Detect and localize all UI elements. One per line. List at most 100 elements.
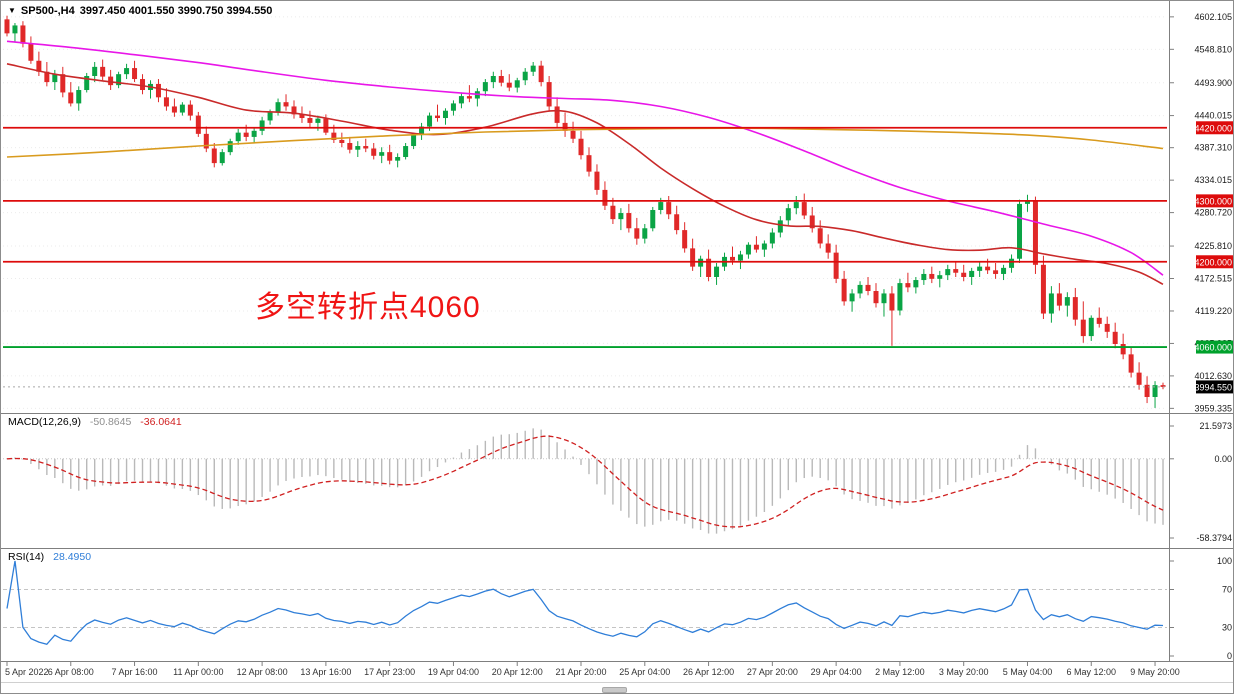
price-tag: 4300.000 — [1194, 194, 1233, 208]
candle-down — [1072, 287, 1078, 326]
candle-up — [618, 208, 624, 231]
candle-up — [12, 23, 18, 43]
rsi-axis-label: 30 — [1222, 623, 1232, 633]
time-axis-label: 17 Apr 23:00 — [364, 667, 415, 677]
candle-down — [889, 286, 895, 346]
rsi-indicator-label: RSI(14) 28.4950 — [8, 551, 97, 563]
time-axis-label: 3 May 20:00 — [939, 667, 989, 677]
candle-down — [1144, 376, 1150, 404]
candle-down — [929, 266, 935, 284]
time-axis-label: 29 Apr 04:00 — [811, 667, 862, 677]
candle-up — [881, 289, 887, 317]
price-axis-label: 4012.630 — [1194, 371, 1232, 381]
candle-up — [1152, 381, 1158, 408]
candle-up — [219, 149, 225, 166]
rsi-line — [6, 560, 1164, 646]
candle-down — [132, 60, 138, 83]
ohlc-readout: 3997.450 4001.550 3990.750 3994.550 — [79, 5, 273, 17]
candle-down — [1160, 382, 1166, 390]
candle-down — [570, 121, 576, 143]
candle-up — [1001, 264, 1007, 281]
candle-down — [801, 193, 807, 220]
candle-up — [945, 264, 951, 281]
price-axis-label: 4172.515 — [1194, 274, 1232, 284]
candle-up — [490, 71, 496, 89]
candle-down — [435, 104, 441, 122]
candle-down — [60, 66, 66, 98]
candle-up — [179, 102, 185, 116]
candle-up — [1064, 292, 1070, 317]
time-axis-label: 19 Apr 04:00 — [428, 667, 479, 677]
candle-down — [211, 143, 217, 168]
candle-up — [84, 72, 90, 93]
candle-down — [108, 69, 114, 91]
price-axis-label: 4493.900 — [1194, 78, 1232, 88]
candle-down — [28, 36, 34, 64]
macd-signal-value: -36.0641 — [140, 416, 182, 428]
scrollbar-thumb[interactable] — [602, 687, 627, 693]
candle-down — [1056, 283, 1062, 311]
candle-down — [690, 238, 696, 271]
svg-text:4200.000: 4200.000 — [1194, 257, 1232, 267]
candle-up — [793, 195, 799, 215]
macd-axis-label: 21.5973 — [1199, 421, 1232, 431]
candle-up — [52, 69, 58, 91]
candle-down — [291, 100, 297, 119]
candle-down — [578, 130, 584, 160]
candle-down — [155, 79, 161, 103]
candle-down — [905, 272, 911, 293]
candle-up — [737, 250, 743, 270]
candle-down — [100, 59, 106, 81]
candle-down — [371, 143, 377, 160]
candle-down — [1136, 362, 1142, 390]
svg-text:3994.550: 3994.550 — [1194, 382, 1232, 392]
candle-down — [171, 98, 177, 117]
candle-up — [251, 127, 257, 143]
candle-down — [626, 203, 632, 233]
candle-up — [913, 277, 919, 294]
candle-up — [921, 269, 927, 285]
time-axis-label: 20 Apr 12:00 — [492, 667, 543, 677]
candle-up — [785, 203, 791, 226]
candle-down — [187, 100, 193, 121]
candle-up — [530, 61, 536, 76]
horizontal-scrollbar[interactable] — [1, 685, 1233, 693]
candle-down — [594, 164, 600, 195]
candle-up — [897, 278, 903, 316]
candle-up — [227, 138, 233, 156]
candle-down — [562, 112, 568, 137]
candle-up — [124, 63, 130, 80]
candle-down — [68, 82, 74, 107]
candle-down — [666, 195, 672, 220]
candle-up — [714, 262, 720, 285]
rsi-value: 28.4950 — [53, 551, 92, 563]
candle-down — [163, 88, 169, 111]
candle-down — [682, 222, 688, 253]
candle-up — [379, 147, 385, 164]
time-axis-label: 9 May 20:00 — [1130, 667, 1180, 677]
candle-up — [1024, 194, 1030, 212]
candle-up — [514, 77, 520, 93]
candle-down — [602, 181, 608, 210]
candle-up — [450, 100, 456, 116]
annotation-text[interactable]: 多空转折点4060 — [255, 291, 481, 324]
candle-down — [347, 136, 353, 154]
candle-down — [283, 94, 289, 111]
time-axis-label: 11 Apr 00:00 — [173, 667, 223, 677]
candle-down — [841, 270, 847, 306]
time-axis-label: 27 Apr 20:00 — [747, 667, 798, 677]
candle-up — [259, 116, 265, 136]
price-axis-label: 4280.720 — [1194, 208, 1232, 218]
candle-up — [403, 143, 409, 160]
candle-down — [44, 61, 50, 87]
price-axis-label: 4440.015 — [1194, 111, 1232, 121]
candle-down — [498, 69, 504, 87]
candle-down — [993, 262, 999, 279]
candle-up — [642, 224, 648, 244]
candle-down — [1112, 322, 1118, 349]
candle-down — [865, 277, 871, 296]
price-tag: 4200.000 — [1194, 255, 1233, 269]
candle-up — [698, 255, 704, 277]
candle-down — [809, 206, 815, 233]
